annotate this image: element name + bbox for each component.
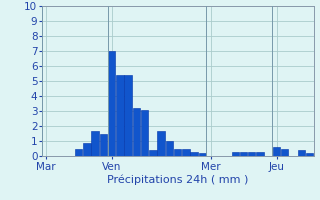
Bar [157,130,165,156]
Bar [240,152,247,156]
X-axis label: Précipitations 24h ( mm ): Précipitations 24h ( mm ) [107,174,248,185]
Bar [281,148,288,156]
Bar [182,148,189,156]
Bar [133,108,140,156]
Bar [166,141,173,156]
Bar [248,152,255,156]
Bar [108,51,116,156]
Bar [100,134,107,156]
Bar [149,150,156,156]
Bar [141,110,148,156]
Bar [75,148,83,156]
Bar [190,152,198,156]
Bar [256,152,264,156]
Bar [232,152,239,156]
Bar [199,153,206,156]
Bar [116,75,124,156]
Bar [273,147,280,156]
Bar [124,75,132,156]
Bar [174,148,181,156]
Bar [83,142,91,156]
Bar [298,150,305,156]
Bar [92,130,99,156]
Bar [306,153,313,156]
